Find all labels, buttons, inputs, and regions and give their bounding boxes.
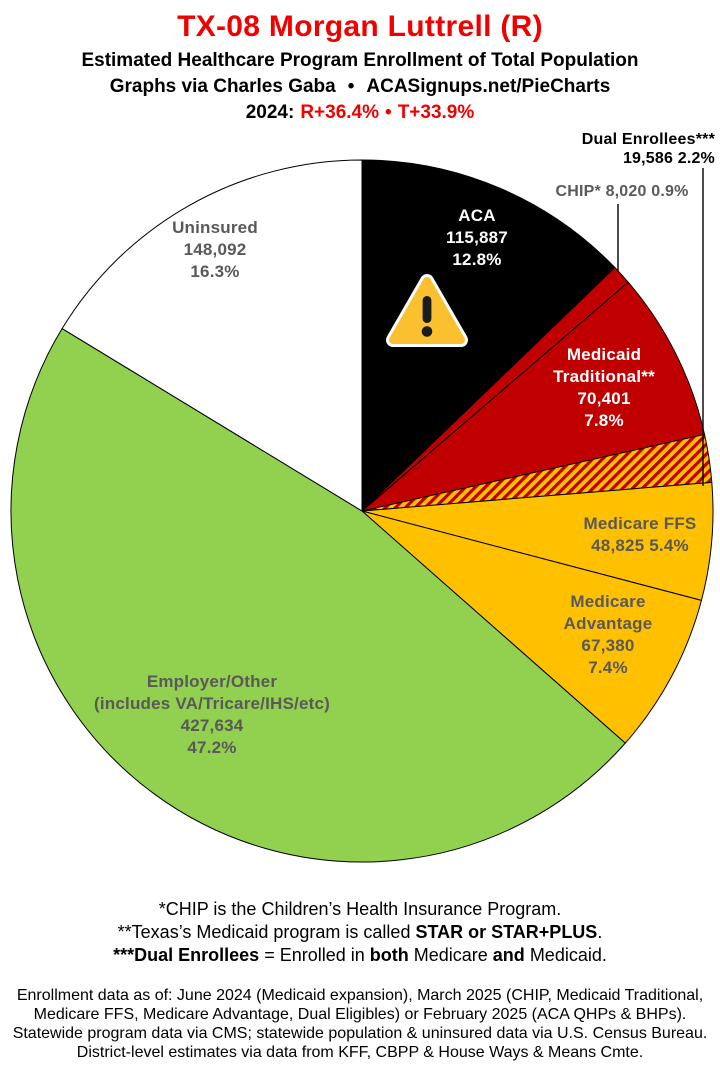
r-margin: R+36.4% — [300, 102, 380, 123]
pie-slice-medicare-advantage — [361, 510, 702, 744]
data-source-note: Enrollment data as of: June 2024 (Medica… — [12, 987, 708, 1061]
election-margin-line: 2024: R+36.4% • T+33.9% — [0, 102, 720, 124]
footnote-dual: ***Dual Enrollees = Enrolled in both Med… — [113, 945, 607, 965]
label-medicare-ffs: Medicare FFS 48,825 5.4% — [583, 514, 697, 555]
warning-icon — [386, 274, 468, 347]
credit-author: Graphs via Charles Gaba — [109, 76, 336, 97]
margin-bullet: • — [385, 102, 392, 123]
credit-site: ACASignups.net/PieCharts — [366, 76, 611, 97]
page-title: TX-08 Morgan Luttrell (R) — [177, 10, 543, 43]
label-uninsured: Uninsured 148,092 16.3% — [172, 218, 258, 281]
footnote-medicaid: **Texas’s Medicaid program is called STA… — [117, 922, 603, 942]
label-chip: CHIP* 8,020 0.9% — [555, 183, 689, 200]
label-medicaid-traditional: Medicaid Traditional** 70,401 7.8% — [553, 345, 655, 430]
pie-slice-medicaid-traditional — [361, 281, 706, 512]
footnote-chip: *CHIP is the Children’s Health Insurance… — [158, 899, 562, 919]
credit-bullet: • — [347, 76, 355, 97]
pie-slice-aca — [361, 159, 616, 512]
label-medicare-advantage: Medicare Advantage 67,380 7.4% — [563, 592, 653, 677]
label-employer-other: Employer/Other (includes VA/Tricare/IHS/… — [93, 672, 331, 757]
footnotes: *CHIP is the Children’s Health Insurance… — [0, 898, 720, 967]
pie-slice-employer-other — [10, 328, 626, 863]
t-margin: T+33.9% — [397, 102, 475, 123]
label-dual-enrollees: Dual Enrollees*** 19,586 2.2% — [581, 131, 715, 167]
pie-slices — [10, 159, 714, 863]
credit-line: Graphs via Charles Gaba • ACASignups.net/P… — [0, 76, 720, 98]
label-aca: ACA 115,887 12.8% — [446, 206, 508, 269]
year-label: 2024: — [245, 102, 295, 123]
page-subtitle: Estimated Healthcare Program Enrollment … — [81, 50, 639, 71]
pie-slice-uninsured — [61, 159, 363, 512]
